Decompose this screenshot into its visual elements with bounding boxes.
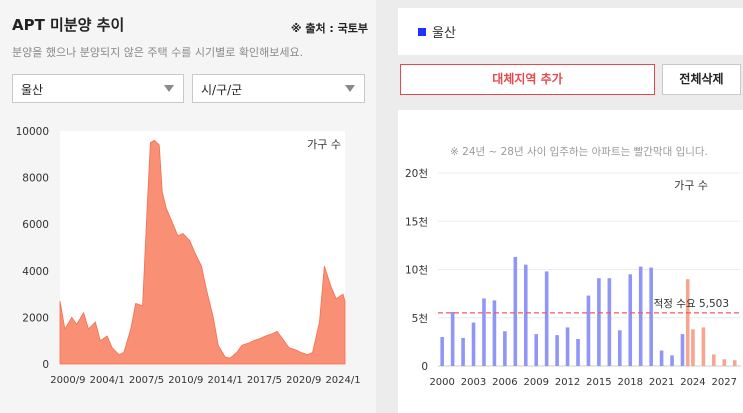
bar-past bbox=[618, 330, 622, 366]
area-series bbox=[59, 139, 346, 365]
bar-future bbox=[701, 327, 706, 366]
x-tick-label: 2024 bbox=[680, 377, 705, 388]
x-tick-label: 2000 bbox=[429, 377, 454, 388]
y-tick-label: 0 bbox=[42, 359, 49, 371]
region-select-value: 울산 bbox=[21, 83, 44, 97]
x-tick-label: 2004/1 bbox=[90, 375, 125, 386]
bar-future bbox=[732, 360, 737, 366]
x-tick-label: 2010/9 bbox=[168, 375, 203, 386]
region-select[interactable]: 울산 bbox=[12, 74, 184, 103]
bar-past bbox=[659, 350, 664, 366]
bar-past bbox=[503, 331, 507, 366]
bar-past bbox=[534, 334, 539, 366]
y-tick-label: 15천 bbox=[405, 216, 428, 228]
x-tick-label: 2015 bbox=[586, 377, 611, 388]
bar-past bbox=[544, 271, 549, 366]
bar-past bbox=[513, 256, 518, 366]
bar-past bbox=[440, 337, 444, 366]
unsold-area-chart: 0 2000 4000 6000 8000 10000 2000/9 2004/1 2007/5… bbox=[16, 126, 361, 386]
bar-past bbox=[471, 322, 476, 366]
bar-past bbox=[461, 338, 465, 366]
right-panel: 울산 대체지역 추가 전체삭제 ※ 24년 ~ 28년 사이 입주하는 아파트는… bbox=[390, 0, 743, 413]
bar-past bbox=[649, 267, 653, 366]
page-subtitle: 분양을 했으나 분양되지 않은 주택 수를 시기별로 확인해보세요. bbox=[12, 46, 304, 59]
x-tick-label: 2027 bbox=[712, 377, 737, 388]
y-tick-label: 8000 bbox=[22, 173, 49, 185]
y-axis-label: 가구 수 bbox=[307, 138, 341, 151]
bar-past bbox=[597, 278, 601, 366]
x-tick-label: 2018 bbox=[618, 377, 643, 388]
y-tick-label: 2000 bbox=[22, 312, 49, 324]
left-panel: APT 미분양 추이 ※ 출처 : 국토부 분양을 했으나 분양되지 않은 주택… bbox=[12, 16, 368, 386]
x-tick-label: 2021 bbox=[649, 377, 674, 388]
bar-past bbox=[565, 327, 570, 366]
delete-all-button[interactable]: 전체삭제 bbox=[662, 64, 741, 95]
x-tick-label: 2009 bbox=[523, 377, 548, 388]
y-tick-label: 10000 bbox=[16, 126, 49, 138]
legend-label: 울산 bbox=[432, 26, 456, 41]
district-select-value: 시/구/군 bbox=[201, 83, 243, 97]
bar-past bbox=[586, 295, 591, 366]
x-tick-label: 2003 bbox=[461, 377, 486, 388]
bar-future bbox=[691, 329, 695, 366]
bar-past bbox=[576, 338, 580, 366]
bar-past bbox=[450, 311, 455, 366]
legend-square-icon bbox=[418, 28, 426, 36]
bar-past bbox=[523, 264, 528, 366]
supply-chart-card: ※ 24년 ~ 28년 사이 입주하는 아파트는 빨간막대 입니다. 0 5천 10… bbox=[398, 110, 743, 413]
chevron-down-icon bbox=[164, 85, 174, 92]
x-tick-label: 2017/5 bbox=[247, 375, 282, 386]
y-tick-label: 6000 bbox=[22, 219, 49, 231]
page-title: APT 미분양 추이 bbox=[12, 16, 125, 34]
bar-past bbox=[638, 266, 643, 366]
bar-past bbox=[628, 274, 633, 366]
bar-future bbox=[722, 359, 727, 366]
x-tick-label: 2006 bbox=[492, 377, 517, 388]
x-tick-label: 2024/1 bbox=[325, 375, 360, 386]
bar-color-note: ※ 24년 ~ 28년 사이 입주하는 아파트는 빨간막대 입니다. bbox=[450, 146, 708, 158]
y-tick-label: 4000 bbox=[22, 266, 49, 278]
y-tick-label: 0 bbox=[421, 361, 428, 373]
y-tick-label: 5천 bbox=[412, 313, 428, 325]
reference-line-label: 적정 수요 5,503 bbox=[654, 298, 729, 310]
y-tick-label: 10천 bbox=[405, 265, 428, 277]
bar-past bbox=[607, 278, 612, 366]
bar-past bbox=[670, 355, 674, 366]
x-tick-label: 2014/1 bbox=[208, 375, 243, 386]
district-select[interactable]: 시/구/군 bbox=[192, 74, 365, 103]
bar-past bbox=[680, 334, 685, 366]
x-tick-label: 2007/5 bbox=[129, 375, 164, 386]
y-axis-label: 가구 수 bbox=[674, 179, 708, 192]
chevron-down-icon bbox=[345, 85, 355, 92]
x-tick-label: 2012 bbox=[555, 377, 580, 388]
x-tick-label: 2000/9 bbox=[50, 375, 85, 386]
source-note: ※ 출처 : 국토부 bbox=[290, 22, 368, 35]
add-region-button[interactable]: 대체지역 추가 bbox=[400, 64, 655, 95]
y-tick-label: 20천 bbox=[405, 168, 428, 180]
bar-past bbox=[555, 335, 559, 366]
bar-past bbox=[482, 298, 486, 366]
bar-future bbox=[712, 354, 716, 366]
x-tick-label: 2020/9 bbox=[286, 375, 321, 386]
bar-past bbox=[492, 300, 497, 366]
region-legend: 울산 bbox=[398, 8, 743, 55]
bar-future bbox=[685, 279, 690, 366]
